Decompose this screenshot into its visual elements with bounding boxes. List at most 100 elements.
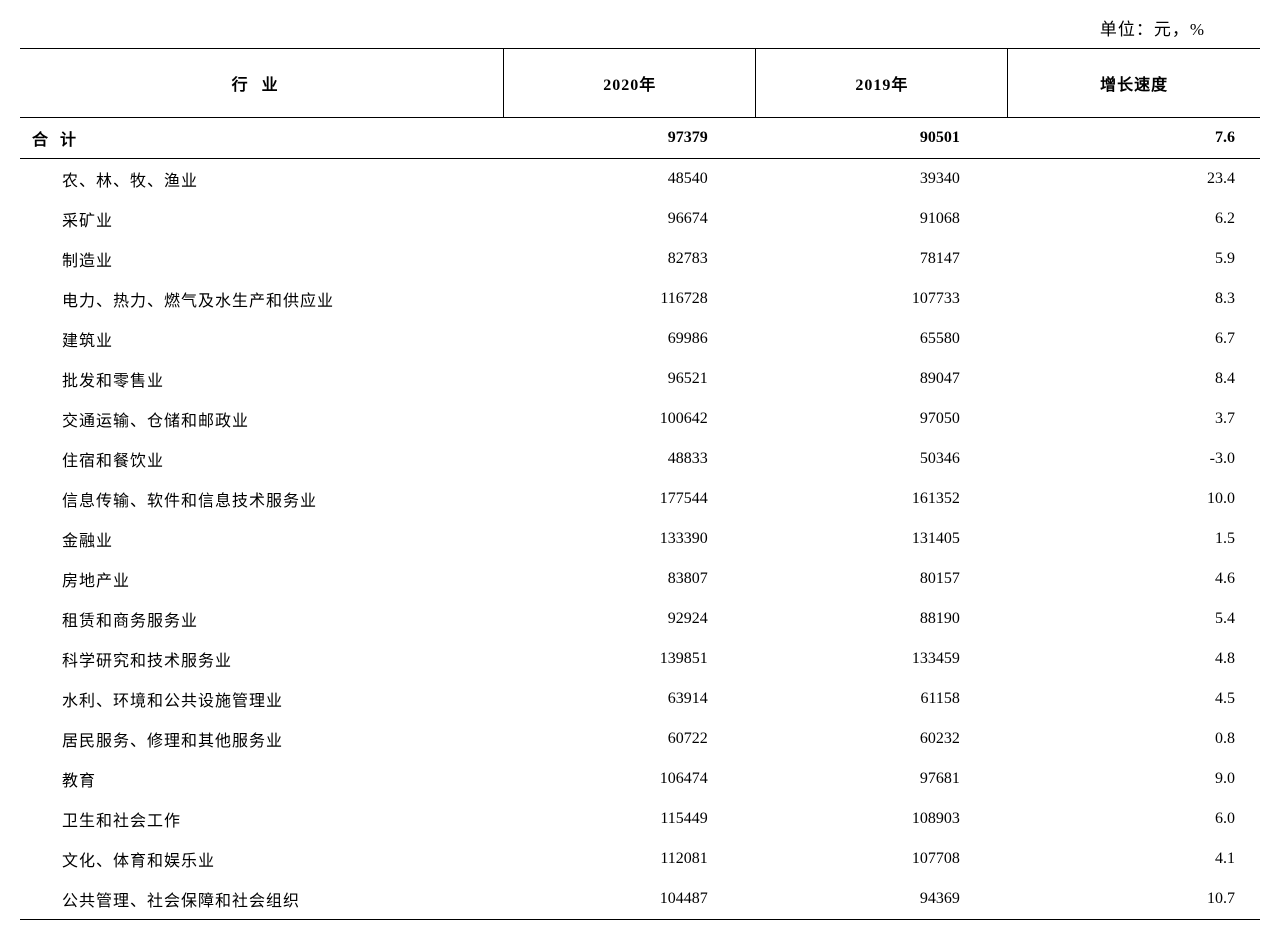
value-2019: 91068 xyxy=(756,199,1008,239)
table-row: 租赁和商务服务业92924881905.4 xyxy=(20,599,1260,639)
value-2020: 48833 xyxy=(504,439,756,479)
value-2019: 161352 xyxy=(756,479,1008,519)
value-growth: 5.9 xyxy=(1008,239,1260,279)
total-2020: 97379 xyxy=(504,118,756,159)
value-2019: 65580 xyxy=(756,319,1008,359)
value-2019: 131405 xyxy=(756,519,1008,559)
table-row: 建筑业69986655806.7 xyxy=(20,319,1260,359)
table-total-row: 合计 97379 90501 7.6 xyxy=(20,118,1260,159)
industry-name: 电力、热力、燃气及水生产和供应业 xyxy=(20,279,504,319)
table-header-row: 行业 2020年 2019年 增长速度 xyxy=(20,49,1260,118)
industry-name: 批发和零售业 xyxy=(20,359,504,399)
value-growth: 8.3 xyxy=(1008,279,1260,319)
value-2020: 133390 xyxy=(504,519,756,559)
value-growth: 10.7 xyxy=(1008,879,1260,920)
value-2019: 88190 xyxy=(756,599,1008,639)
value-growth: 0.8 xyxy=(1008,719,1260,759)
industry-name: 采矿业 xyxy=(20,199,504,239)
value-growth: -3.0 xyxy=(1008,439,1260,479)
table-row: 卫生和社会工作1154491089036.0 xyxy=(20,799,1260,839)
industry-name: 租赁和商务服务业 xyxy=(20,599,504,639)
industry-name: 交通运输、仓储和邮政业 xyxy=(20,399,504,439)
industry-name: 水利、环境和公共设施管理业 xyxy=(20,679,504,719)
value-2019: 89047 xyxy=(756,359,1008,399)
value-2020: 116728 xyxy=(504,279,756,319)
unit-label: 单位：元，% xyxy=(20,15,1260,40)
total-2019: 90501 xyxy=(756,118,1008,159)
value-2020: 96521 xyxy=(504,359,756,399)
value-2020: 100642 xyxy=(504,399,756,439)
value-2019: 97050 xyxy=(756,399,1008,439)
industry-name: 公共管理、社会保障和社会组织 xyxy=(20,879,504,920)
table-row: 采矿业96674910686.2 xyxy=(20,199,1260,239)
industry-name: 卫生和社会工作 xyxy=(20,799,504,839)
value-growth: 3.7 xyxy=(1008,399,1260,439)
industry-name: 文化、体育和娱乐业 xyxy=(20,839,504,879)
value-2020: 48540 xyxy=(504,159,756,200)
column-header-2020: 2020年 xyxy=(504,49,756,118)
table-row: 交通运输、仓储和邮政业100642970503.7 xyxy=(20,399,1260,439)
total-label: 合计 xyxy=(20,118,504,159)
value-2019: 39340 xyxy=(756,159,1008,200)
value-2019: 133459 xyxy=(756,639,1008,679)
table-row: 金融业1333901314051.5 xyxy=(20,519,1260,559)
table-row: 房地产业83807801574.6 xyxy=(20,559,1260,599)
table-row: 居民服务、修理和其他服务业60722602320.8 xyxy=(20,719,1260,759)
industry-name: 住宿和餐饮业 xyxy=(20,439,504,479)
value-growth: 6.7 xyxy=(1008,319,1260,359)
value-2020: 83807 xyxy=(504,559,756,599)
value-growth: 5.4 xyxy=(1008,599,1260,639)
value-2020: 96674 xyxy=(504,199,756,239)
value-2020: 60722 xyxy=(504,719,756,759)
table-row: 水利、环境和公共设施管理业63914611584.5 xyxy=(20,679,1260,719)
industry-name: 科学研究和技术服务业 xyxy=(20,639,504,679)
value-growth: 9.0 xyxy=(1008,759,1260,799)
value-growth: 8.4 xyxy=(1008,359,1260,399)
value-2019: 50346 xyxy=(756,439,1008,479)
value-2020: 115449 xyxy=(504,799,756,839)
industry-name: 教育 xyxy=(20,759,504,799)
table-row: 制造业82783781475.9 xyxy=(20,239,1260,279)
industry-name: 居民服务、修理和其他服务业 xyxy=(20,719,504,759)
industry-name: 金融业 xyxy=(20,519,504,559)
wage-by-industry-table: 行业 2020年 2019年 增长速度 合计 97379 90501 7.6 农… xyxy=(20,48,1260,920)
table-row: 公共管理、社会保障和社会组织1044879436910.7 xyxy=(20,879,1260,920)
industry-name: 信息传输、软件和信息技术服务业 xyxy=(20,479,504,519)
value-growth: 4.6 xyxy=(1008,559,1260,599)
value-2019: 78147 xyxy=(756,239,1008,279)
value-growth: 6.2 xyxy=(1008,199,1260,239)
value-2020: 69986 xyxy=(504,319,756,359)
value-growth: 10.0 xyxy=(1008,479,1260,519)
value-growth: 23.4 xyxy=(1008,159,1260,200)
table-row: 科学研究和技术服务业1398511334594.8 xyxy=(20,639,1260,679)
table-row: 批发和零售业96521890478.4 xyxy=(20,359,1260,399)
industry-name: 建筑业 xyxy=(20,319,504,359)
table-row: 农、林、牧、渔业485403934023.4 xyxy=(20,159,1260,200)
value-2019: 108903 xyxy=(756,799,1008,839)
value-2019: 107708 xyxy=(756,839,1008,879)
value-2019: 94369 xyxy=(756,879,1008,920)
value-2020: 63914 xyxy=(504,679,756,719)
table-row: 住宿和餐饮业4883350346-3.0 xyxy=(20,439,1260,479)
table-row: 电力、热力、燃气及水生产和供应业1167281077338.3 xyxy=(20,279,1260,319)
table-row: 教育106474976819.0 xyxy=(20,759,1260,799)
value-2019: 107733 xyxy=(756,279,1008,319)
value-2020: 82783 xyxy=(504,239,756,279)
column-header-industry: 行业 xyxy=(20,49,504,118)
value-2019: 61158 xyxy=(756,679,1008,719)
column-header-growth: 增长速度 xyxy=(1008,49,1260,118)
value-2020: 177544 xyxy=(504,479,756,519)
industry-name: 农、林、牧、渔业 xyxy=(20,159,504,200)
value-growth: 4.5 xyxy=(1008,679,1260,719)
value-growth: 6.0 xyxy=(1008,799,1260,839)
table-row: 文化、体育和娱乐业1120811077084.1 xyxy=(20,839,1260,879)
value-2020: 106474 xyxy=(504,759,756,799)
value-growth: 4.8 xyxy=(1008,639,1260,679)
value-2020: 92924 xyxy=(504,599,756,639)
table-row: 信息传输、软件和信息技术服务业17754416135210.0 xyxy=(20,479,1260,519)
value-2020: 112081 xyxy=(504,839,756,879)
total-growth: 7.6 xyxy=(1008,118,1260,159)
value-growth: 1.5 xyxy=(1008,519,1260,559)
value-2020: 139851 xyxy=(504,639,756,679)
industry-name: 房地产业 xyxy=(20,559,504,599)
